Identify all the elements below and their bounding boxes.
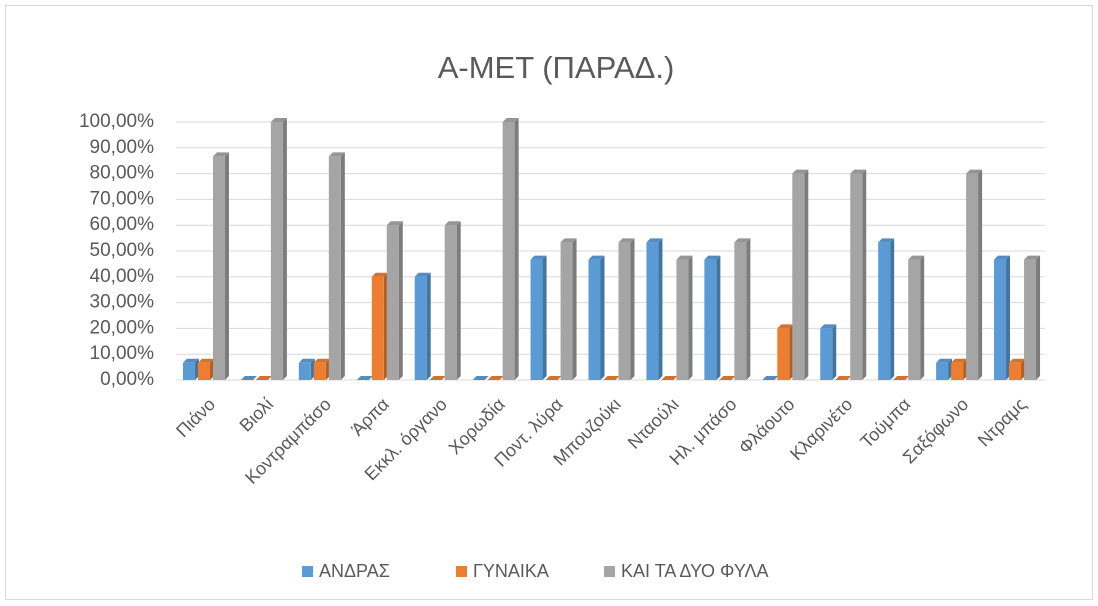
bar	[661, 376, 678, 380]
bar	[704, 255, 721, 380]
bar	[908, 255, 925, 380]
bar	[197, 358, 214, 380]
bar	[734, 238, 751, 380]
bar	[820, 324, 837, 380]
bar	[182, 358, 199, 380]
bar	[646, 238, 663, 380]
bar	[429, 376, 446, 380]
bar	[835, 376, 852, 380]
bar	[951, 358, 968, 380]
legend-label: ΑΝΔΡΑΣ	[319, 561, 390, 581]
bar	[328, 152, 345, 380]
bar	[762, 376, 779, 380]
bar	[850, 169, 867, 380]
bar	[777, 324, 794, 380]
bar	[936, 358, 953, 380]
y-tick-label: 80,00%	[90, 163, 155, 184]
bar	[1009, 358, 1026, 380]
bar	[530, 255, 547, 380]
bar	[603, 376, 620, 380]
bar	[472, 376, 489, 380]
bar	[966, 169, 983, 380]
chart-title: Α-ΜΕΤ (ΠΑΡΑΔ.)	[438, 50, 675, 85]
bar	[1024, 255, 1041, 380]
bar	[255, 376, 272, 380]
y-tick-label: 20,00%	[90, 317, 155, 338]
bar	[240, 376, 257, 380]
bar	[270, 118, 287, 380]
legend-label: ΚΑΙ ΤΑ ΔΥΟ ΦΥΛΑ	[621, 561, 769, 581]
bar	[676, 255, 693, 380]
bar	[588, 255, 605, 380]
bar	[792, 169, 809, 380]
bar	[618, 238, 635, 380]
bar	[444, 221, 461, 380]
bar	[386, 221, 403, 380]
bar	[356, 376, 373, 380]
y-tick-label: 90,00%	[90, 137, 155, 158]
bar	[994, 255, 1011, 380]
y-tick-label: 30,00%	[90, 292, 155, 313]
bar	[212, 152, 229, 380]
y-tick-label: 50,00%	[90, 240, 155, 261]
y-tick-label: 40,00%	[90, 266, 155, 287]
legend-swatch	[604, 566, 615, 577]
bar	[371, 272, 388, 380]
legend-swatch	[456, 566, 467, 577]
bar	[893, 376, 910, 380]
y-tick-label: 60,00%	[90, 214, 155, 235]
bar	[719, 376, 736, 380]
legend-swatch	[302, 566, 313, 577]
bar	[545, 376, 562, 380]
bar	[560, 238, 577, 380]
bar	[298, 358, 315, 380]
bar	[502, 118, 519, 380]
y-tick-label: 70,00%	[90, 188, 155, 209]
y-tick-label: 0,00%	[100, 369, 154, 390]
bar	[313, 358, 330, 380]
legend-label: ΓΥΝΑΙΚΑ	[473, 561, 549, 581]
y-tick-label: 100,00%	[79, 111, 154, 132]
bar	[414, 272, 431, 380]
bar	[878, 238, 895, 380]
y-tick-label: 10,00%	[90, 343, 155, 364]
bar	[487, 376, 504, 380]
